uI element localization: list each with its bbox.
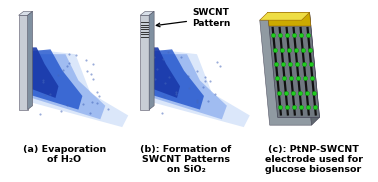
- Polygon shape: [268, 12, 311, 26]
- Polygon shape: [140, 15, 149, 110]
- Polygon shape: [140, 11, 154, 15]
- Polygon shape: [268, 12, 319, 117]
- Text: SWCNT
Pattern: SWCNT Pattern: [156, 9, 230, 28]
- Polygon shape: [31, 49, 82, 110]
- Polygon shape: [153, 54, 227, 119]
- Polygon shape: [302, 12, 319, 125]
- Polygon shape: [19, 15, 28, 110]
- Polygon shape: [260, 20, 311, 125]
- Polygon shape: [260, 12, 310, 20]
- Polygon shape: [152, 49, 204, 110]
- Polygon shape: [33, 49, 128, 127]
- Polygon shape: [149, 11, 154, 110]
- Polygon shape: [151, 47, 180, 98]
- Polygon shape: [154, 49, 250, 127]
- Polygon shape: [32, 54, 105, 119]
- Text: (b): Formation of
SWCNT Patterns
on SiO₂: (b): Formation of SWCNT Patterns on SiO₂: [140, 145, 232, 174]
- Polygon shape: [28, 11, 33, 110]
- Text: (a) Evaporation
of H₂O: (a) Evaporation of H₂O: [23, 145, 106, 164]
- Text: (c): PtNP-SWCNT
electrode used for
glucose biosensor: (c): PtNP-SWCNT electrode used for gluco…: [265, 145, 363, 174]
- Polygon shape: [29, 47, 59, 98]
- Polygon shape: [19, 11, 33, 15]
